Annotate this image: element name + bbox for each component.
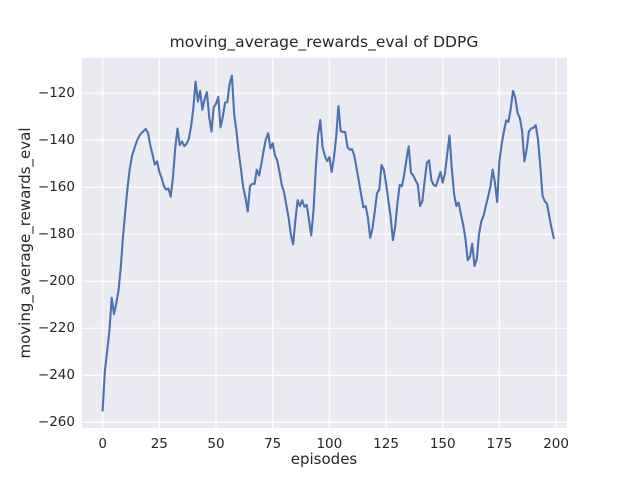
x-tick-label: 175 xyxy=(486,436,513,452)
x-tick-label: 150 xyxy=(429,436,456,452)
y-tick-label: −200 xyxy=(37,273,75,290)
series-line-moving_average_rewards_eval xyxy=(101,74,555,412)
y-tick-label: −160 xyxy=(37,179,75,196)
x-tick-label: 125 xyxy=(373,436,399,452)
y-tick-label: −240 xyxy=(37,367,75,384)
chart-title: moving_average_rewards_eval of DDPG xyxy=(169,33,479,51)
y-tick-label: −120 xyxy=(37,85,75,102)
y-tick-label: −260 xyxy=(37,414,75,431)
x-axis-label: episodes xyxy=(290,450,358,468)
y-tick-label: −220 xyxy=(37,320,75,337)
x-tick-label: 25 xyxy=(150,436,168,452)
y-tick-label: −140 xyxy=(37,132,75,149)
axes-background xyxy=(82,58,567,428)
y-axis-label: moving_average_rewards_eval xyxy=(16,127,34,359)
x-tick-label: 75 xyxy=(264,436,282,452)
x-tick-label: 50 xyxy=(207,436,225,452)
x-tick-label: 200 xyxy=(543,436,569,452)
x-tick-label: 0 xyxy=(98,436,107,452)
x-tick-label: 100 xyxy=(316,436,343,452)
y-tick-label: −180 xyxy=(37,226,75,243)
